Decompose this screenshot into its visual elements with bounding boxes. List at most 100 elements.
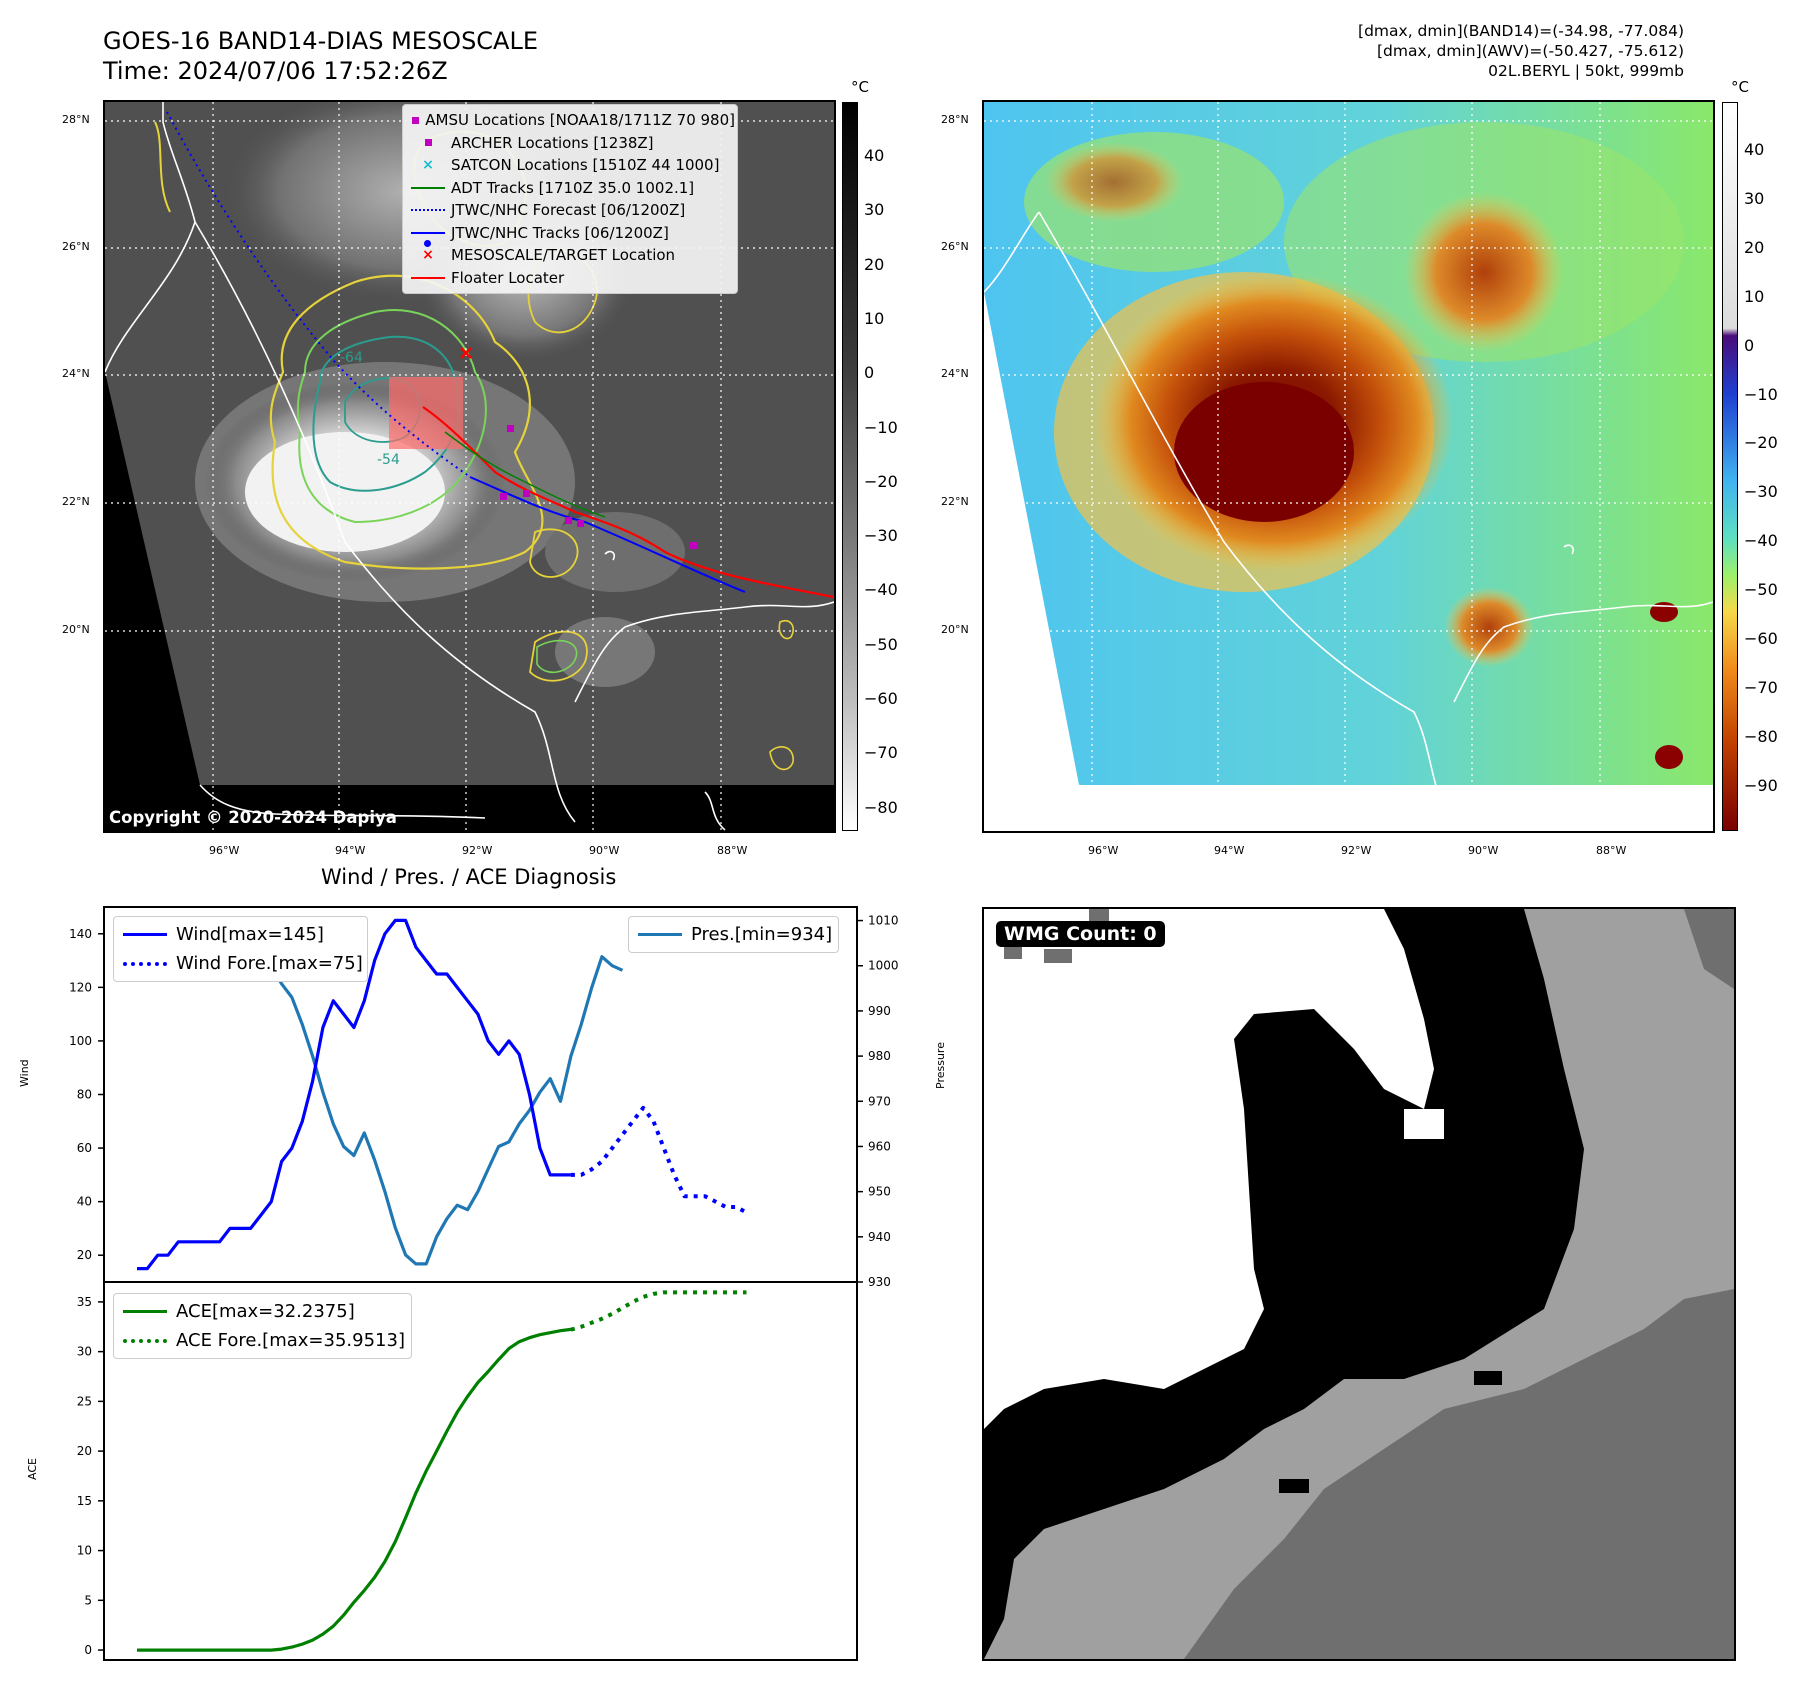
ace-series-line (137, 1327, 572, 1652)
ir-lon-label: 92°W (462, 844, 493, 857)
ace-axis-tick-label: 35 (77, 1295, 92, 1309)
wind-axis-tick-label: 120 (69, 980, 92, 994)
gray-colorbar (842, 102, 858, 831)
awv-lat-label: 28°N (941, 113, 969, 126)
legend-item-archer: ARCHER Locations [1238Z] (405, 132, 735, 155)
wind-axis-tick-label: 40 (77, 1195, 92, 1209)
gray-colorbar-tick: −40 (864, 580, 898, 600)
awv-map-panel (982, 100, 1715, 833)
legend-item-ace-forecast: ACE Fore.[max=35.9513] (114, 1326, 405, 1355)
pressure-axis-tick-label: 960 (868, 1139, 891, 1153)
legend-item-satcon: × SATCON Locations [1510Z 44 1000] (422, 156, 720, 175)
gray-colorbar-tick: 30 (864, 200, 885, 220)
ir-lon-label: 96°W (209, 844, 240, 857)
legend-item-tracks: JTWC/NHC Tracks [06/1200Z] (405, 222, 735, 247)
ace-axis-tick-label: 25 (77, 1394, 92, 1408)
diagnosis-title: Wind / Pres. / ACE Diagnosis (321, 865, 617, 889)
color-colorbar-tick: −10 (1744, 384, 1778, 404)
chart-title: GOES-16 BAND14-DIAS MESOSCALE (103, 27, 539, 55)
ace-axes (103, 1281, 858, 1661)
color-colorbar-tick: 30 (1744, 188, 1765, 208)
wmg-count-badge: WMG Count: 0 (996, 921, 1165, 947)
info-awv: [dmax, dmin](AWV)=(-50.427, -75.612) (1377, 42, 1684, 60)
pressure-axis-tick-label: 1000 (868, 959, 899, 973)
ir-lat-label: 26°N (62, 240, 90, 253)
awv-lon-label: 92°W (1341, 844, 1372, 857)
wind-series-line (137, 918, 571, 1271)
copyright-text: Copyright © 2020-2024 Dapiya (109, 808, 397, 827)
awv-lon-label: 90°W (1468, 844, 1499, 857)
pressure-axis-tick-label: 940 (868, 1230, 891, 1244)
gray-colorbar-tick: 0 (864, 363, 875, 383)
pressure-axis-tick-label: 980 (868, 1049, 891, 1063)
legend-item-ace: ACE[max=32.2375] (114, 1297, 405, 1326)
legend-item-floater: Floater Locater (405, 267, 735, 290)
awv-map-image (984, 102, 1713, 831)
color-colorbar (1722, 102, 1738, 831)
ir-lon-label: 94°W (335, 844, 366, 857)
legend-item-adt: ADT Tracks [1710Z 35.0 1002.1] (405, 177, 735, 200)
ace-axis-tick-label: 15 (77, 1494, 92, 1508)
color-colorbar-tick: 0 (1744, 335, 1755, 355)
wind-forecast-series-line (570, 1105, 748, 1215)
legend-item-target: × MESOSCALE/TARGET Location (422, 246, 676, 265)
ir-lat-label: 28°N (62, 113, 90, 126)
gray-colorbar-tick: −20 (864, 471, 898, 491)
wind-axis-tick-label: 60 (77, 1141, 92, 1155)
gray-colorbar-tick: −50 (864, 634, 898, 654)
color-colorbar-tick: −30 (1744, 482, 1778, 502)
wind-axis-tick-label: 80 (77, 1088, 92, 1102)
gray-colorbar-tick: −30 (864, 526, 898, 546)
color-colorbar-tick: 40 (1744, 140, 1765, 159)
ir-lon-label: 90°W (589, 844, 620, 857)
gray-colorbar-tick: 10 (864, 308, 885, 328)
wind-axis-tick-label: 140 (69, 927, 92, 941)
ir-map-panel: -64 -54 AMSU Locations [NOAA18/1711Z 70 … (103, 100, 836, 833)
color-colorbar-tick: −90 (1744, 775, 1778, 795)
ace-axis-tick-label: 10 (77, 1544, 92, 1558)
map-legend: AMSU Locations [NOAA18/1711Z 70 980] ARC… (402, 104, 738, 294)
gray-colorbar-unit: °C (851, 78, 869, 96)
legend-item-amsu: AMSU Locations [NOAA18/1711Z 70 980] (405, 109, 735, 132)
info-band14: [dmax, dmin](BAND14)=(-34.98, -77.084) (1358, 22, 1684, 40)
color-colorbar-tick: −20 (1744, 433, 1778, 453)
awv-lon-label: 96°W (1088, 844, 1119, 857)
gray-colorbar-tick: −70 (864, 743, 898, 763)
ace-axis-tick-label: 5 (84, 1593, 92, 1607)
contour-label-64: -64 (340, 350, 363, 366)
awv-lat-label: 24°N (941, 367, 969, 380)
ir-lat-label: 24°N (62, 367, 90, 380)
legend-item-wind-forecast: Wind Fore.[max=75] (114, 949, 363, 978)
color-colorbar-tick: −40 (1744, 531, 1778, 551)
pressure-legend: Pres.[min=934] (628, 916, 840, 953)
ir-lon-label: 88°W (717, 844, 748, 857)
legend-item-forecast: JTWC/NHC Forecast [06/1200Z] (405, 199, 735, 222)
gray-colorbar-tick: 40 (864, 146, 885, 165)
ir-lat-label: 20°N (62, 623, 90, 636)
gray-colorbar-tick: 20 (864, 254, 885, 274)
gray-colorbar-tick: −60 (864, 689, 898, 708)
chart-time: Time: 2024/07/06 17:52:26Z (103, 57, 448, 85)
ace-axis-tick-label: 0 (84, 1643, 92, 1657)
wind-axis-tick-label: 100 (69, 1034, 92, 1048)
awv-lat-label: 22°N (941, 495, 969, 508)
awv-lon-label: 94°W (1214, 844, 1245, 857)
awv-lat-label: 20°N (941, 623, 969, 636)
color-colorbar-unit: °C (1731, 78, 1749, 96)
wmg-panel: WMG Count: 0 (982, 907, 1736, 1661)
ace-axis-tick-label: 30 (77, 1345, 92, 1359)
color-colorbar-tick: 20 (1744, 237, 1765, 257)
color-colorbar-tick: 10 (1744, 286, 1765, 306)
awv-lat-label: 26°N (941, 240, 969, 253)
pressure-axis-tick-label: 990 (868, 1004, 891, 1018)
legend-item-pressure: Pres.[min=934] (629, 920, 832, 949)
awv-lon-label: 88°W (1596, 844, 1627, 857)
wind-axis-tick-label: 20 (77, 1248, 92, 1262)
color-colorbar-tick: −50 (1744, 580, 1778, 600)
ace-forecast-series-line (570, 1290, 747, 1332)
color-colorbar-tick: −60 (1744, 629, 1778, 648)
info-storm: 02L.BERYL | 50kt, 999mb (1488, 62, 1684, 80)
ace-legend: ACE[max=32.2375] ACE Fore.[max=35.9513] (113, 1293, 412, 1359)
color-colorbar-tick: −70 (1744, 677, 1778, 697)
